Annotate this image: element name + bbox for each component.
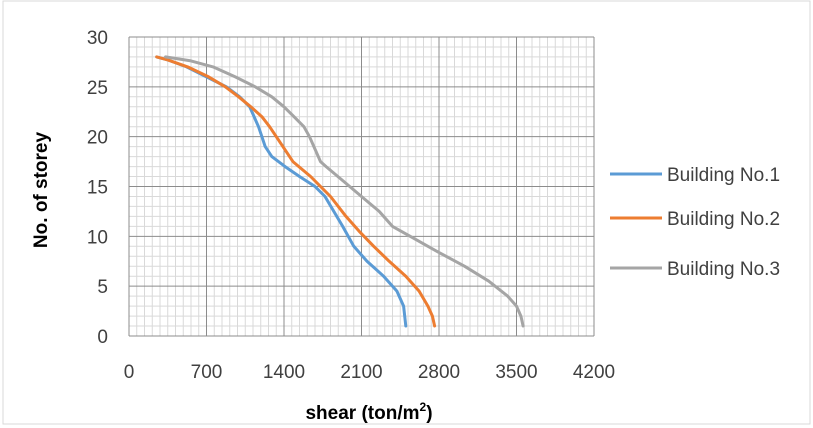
y-tick-label: 0 bbox=[97, 327, 108, 348]
y-tick-label: 25 bbox=[87, 78, 108, 99]
y-tick-label: 20 bbox=[87, 128, 108, 149]
x-tick-label: 1400 bbox=[263, 362, 305, 383]
x-axis-tick-labels: 0 700 1400 2100 2800 3500 4200 bbox=[124, 362, 615, 383]
x-tick-label: 700 bbox=[191, 362, 223, 383]
x-tick-label: 4200 bbox=[573, 362, 615, 383]
series-line-building-3 bbox=[164, 55, 525, 328]
x-axis-title: shear (ton/m2) bbox=[305, 400, 432, 424]
major-gridlines bbox=[128, 36, 595, 337]
y-tick-label: 15 bbox=[87, 178, 108, 199]
y-axis-tick-labels: 0 5 10 15 20 25 30 bbox=[87, 28, 108, 348]
x-tick-label: 3500 bbox=[495, 362, 537, 383]
y-axis-title: No. of storey bbox=[31, 132, 52, 249]
x-tick-label: 2100 bbox=[340, 362, 382, 383]
legend-label-building-2: Building No.2 bbox=[667, 209, 780, 230]
y-tick-label: 10 bbox=[87, 227, 108, 248]
x-tick-label: 2800 bbox=[418, 362, 460, 383]
legend: Building No.1 Building No.2 Building No.3 bbox=[610, 165, 780, 280]
legend-label-building-3: Building No.3 bbox=[667, 259, 780, 280]
y-tick-label: 30 bbox=[87, 28, 108, 49]
y-tick-label: 5 bbox=[97, 277, 108, 298]
legend-label-building-1: Building No.1 bbox=[667, 165, 780, 186]
series-line-building-2 bbox=[155, 55, 437, 328]
series-layer bbox=[155, 55, 525, 328]
x-tick-label: 0 bbox=[124, 362, 135, 383]
